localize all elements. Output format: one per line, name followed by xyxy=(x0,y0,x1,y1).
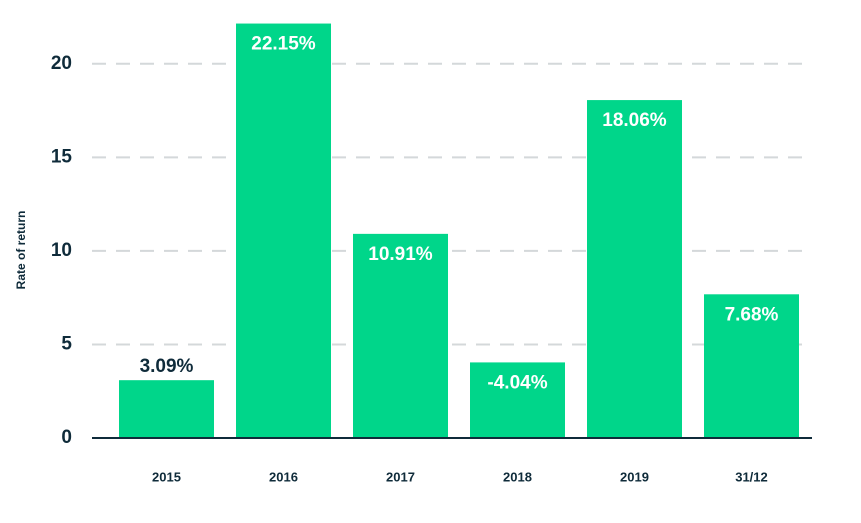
x-tick-label: 31/12 xyxy=(735,469,768,484)
data-label: 22.15% xyxy=(251,34,316,55)
data-label: 7.68% xyxy=(725,304,779,325)
y-tick-label: 0 xyxy=(61,427,72,448)
x-tick-label: 2015 xyxy=(152,469,181,484)
data-label: 3.09% xyxy=(140,356,194,377)
y-tick-label: 15 xyxy=(51,146,73,167)
x-tick-label: 2019 xyxy=(620,469,649,484)
y-tick-label: 5 xyxy=(61,333,72,354)
data-label: -4.04% xyxy=(487,372,547,393)
x-tick-label: 2017 xyxy=(386,469,415,484)
bar xyxy=(587,100,682,438)
bar xyxy=(119,380,214,438)
y-tick-label: 20 xyxy=(51,53,72,74)
bar xyxy=(470,362,565,438)
y-axis-title: Rate of return xyxy=(14,211,28,290)
x-tick-label: 2018 xyxy=(503,469,532,484)
x-tick-label: 2016 xyxy=(269,469,298,484)
bar xyxy=(353,233,448,438)
bar xyxy=(704,294,799,438)
data-label: 10.91% xyxy=(368,244,433,265)
data-label: 18.06% xyxy=(602,110,667,131)
bar xyxy=(236,23,331,438)
y-tick-label: 10 xyxy=(51,240,72,261)
